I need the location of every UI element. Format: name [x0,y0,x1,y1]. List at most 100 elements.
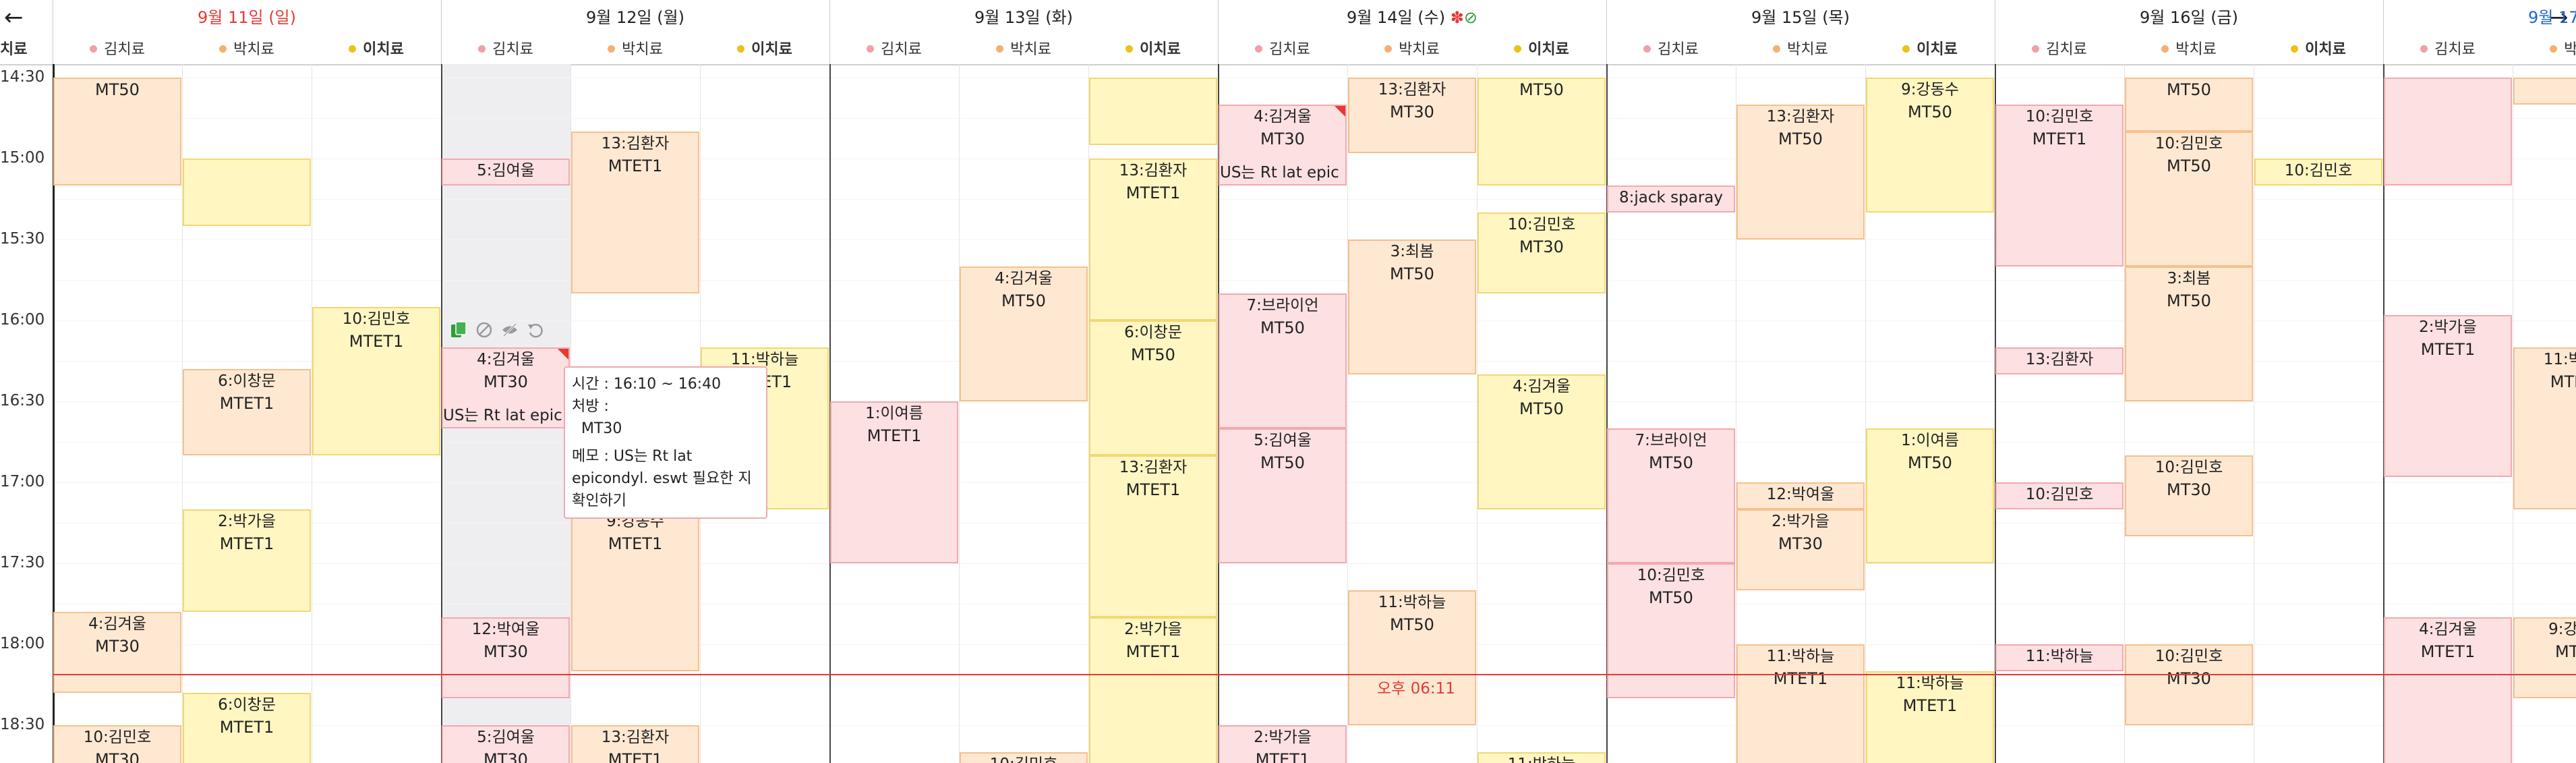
appointment-block[interactable]: 7:브라이언 MT50 [1607,428,1735,563]
appointment-block[interactable]: 2:박가을 MTET1 [183,509,311,612]
appointment-block[interactable]: 6:이창문 MT50 [1089,320,1217,455]
day-title-5[interactable]: 9월 15일 (목) [1606,0,1995,35]
appointment-block[interactable]: 3:최봄 MT50 [1348,239,1476,374]
appointment-block[interactable]: 13:김환자 MTET1 [571,725,699,763]
appointment-block[interactable]: 10:김민호 [2254,159,2382,186]
appointment-block[interactable]: 10:김민호 MTET1 [1995,105,2124,266]
resource-header-2[interactable]: 박치료 [2513,35,2576,64]
appointment-block[interactable]: 6:이창문 MTET1 [183,369,311,455]
appointment-block[interactable]: 3:최봄 MT50 [2125,266,2253,401]
resource-header-1[interactable]: 김치료 [1995,35,2124,64]
appointment-block[interactable]: 11:박하늘 MTET1 [2513,347,2576,509]
appointment-block[interactable]: 4:김겨울 MT30 US는 Rt lat epic [1219,105,1347,186]
day-title-1[interactable]: 9월 11일 (일) [53,0,441,35]
appointment-block[interactable]: 5:김여울 [442,159,570,186]
resource-header-1[interactable]: 김치료 [53,35,182,64]
appointment-block[interactable]: 12:박여울 MT30 [442,617,570,698]
appointment-block[interactable]: 10:김민호 MTET1 [312,307,440,455]
appointment-block[interactable] [1089,78,1217,145]
appointment-block[interactable]: 4:김겨울 MT50 [960,266,1088,401]
appointment-block[interactable] [2513,78,2576,105]
resource-header-2[interactable]: 박치료 [1347,35,1477,64]
appointment-block[interactable]: 9:강동수 MT30 [2513,617,2576,698]
day-title-3[interactable]: 9월 13일 (화) [829,0,1218,35]
hide-icon[interactable] [500,320,519,339]
appointment-block[interactable]: 11:박하늘 [1995,644,2124,671]
appointment-treatment-code: MTET1 [2420,642,2476,661]
appointment-block[interactable]: 13:김환자 MTET1 [1089,159,1217,320]
block-icon[interactable] [475,320,494,339]
undo-icon[interactable] [526,320,545,339]
day-title-2[interactable]: 9월 12일 (월) [441,0,829,35]
appointment-treatment-code: MT30 [1778,534,1823,553]
appointment-block[interactable]: 10:김민호 MT50 [2125,132,2253,266]
appointment-block[interactable]: 4:김겨울 MT50 [1477,374,1606,509]
appointment-block[interactable]: 10:김민호 MT30 [2125,644,2253,725]
appointment-block[interactable]: 4:김겨울 MT30 US는 Rt lat epic [442,347,570,428]
appointment-block[interactable] [183,159,311,226]
resource-header-3[interactable]: 이치료 [1865,35,1995,64]
appointment-block[interactable]: 10:김민호 MT50 [1607,563,1735,698]
appointment-block[interactable]: 8:jack sparay [1607,186,1735,213]
day-title-4[interactable]: 9월 14일 (수) ✽⊘ [1218,0,1606,35]
resource-header-1[interactable]: 김치료 [1606,35,1736,64]
calendar-grid[interactable]: 14:30 15:00 15:30 16:00 16:30 17:00 17:30 18:00… [0,64,2576,763]
appointment-block[interactable]: 13:김환자 [1995,347,2124,374]
appointment-block[interactable]: 10:김민호 MT30 [53,725,181,763]
resource-header-3[interactable]: 이치료 [2254,35,2383,64]
appointment-block[interactable]: MT50 [1477,78,1606,186]
day-title-6[interactable]: 9월 16일 (금) [1995,0,2383,35]
appointment-block[interactable]: 5:김여울 MT50 [1219,428,1347,563]
appointment-block[interactable]: 10:김민호 MT30 [1477,213,1606,293]
resource-header-1[interactable]: 김치료 [829,35,959,64]
appointment-patient: 6:이창문 [218,696,276,714]
appointment-block[interactable]: 2:박가을 MTET1 [1089,617,1217,763]
appointment-block[interactable]: 1:이여름 MTET1 [830,401,958,563]
appointment-block[interactable]: 13:김환자 MT50 [1736,105,1865,239]
appointment-block[interactable]: 13:김환자 MTET1 [571,132,699,293]
copy-icon[interactable] [449,320,468,339]
appointment-block[interactable]: 10:김민호 [960,752,1088,763]
day-title-text: 9월 17일 (토) [2527,8,2576,27]
resource-header-3[interactable]: 이치료 [1088,35,1218,64]
resource-header-2[interactable]: 박치료 [570,35,700,64]
resource-header-3[interactable]: 이치료 [1477,35,1606,64]
appointment-block[interactable]: 2:박가을 MTET1 [2384,315,2512,477]
appointment-block[interactable]: 11:박하늘 [1477,752,1606,763]
resource-header-1[interactable]: 김치료 [2383,35,2513,64]
appointment-block[interactable]: 13:김환자 MT30 [1348,78,1476,153]
prev-week-arrow-icon[interactable]: ← [4,4,24,31]
appointment-block[interactable] [2384,78,2512,186]
appointment-block[interactable]: 2:박가을 MT30 [1736,509,1865,590]
appointment-block[interactable]: MT50 [2125,78,2253,132]
appointment-block[interactable]: 5:김여울 MT30 [442,725,570,763]
appointment-block[interactable]: 10:김민호 [1995,482,2124,509]
column-divider [1347,64,1348,763]
appointment-block[interactable]: MT50 [53,78,181,186]
appointment-block[interactable]: 13:김환자 MTET1 [1089,455,1217,617]
appointment-block[interactable]: 4:김겨울 MTET1 [2384,617,2512,763]
appointment-block[interactable]: 11:박하늘 MT50 [1348,590,1476,725]
appointment-block[interactable]: 9:강동수 MT50 [1866,78,1994,213]
day-title-7[interactable]: 9월 17일 (토) [2383,0,2576,35]
resource-header-2[interactable]: 박치료 [182,35,312,64]
appointment-block[interactable]: 12:박여울 [1736,482,1865,509]
appointment-block[interactable]: 4:김겨울 MT30 [53,612,181,693]
resource-header-2[interactable]: 박치료 [959,35,1088,64]
resource-header-2[interactable]: 박치료 [1736,35,1865,64]
next-week-arrow-icon[interactable]: → [2549,4,2569,31]
resource-header-3[interactable]: 이치료 [312,35,441,64]
resource-header-2[interactable]: 박치료 [2124,35,2254,64]
appointment-block[interactable]: 6:이창문 MTET1 [183,693,311,763]
resource-header-3[interactable]: 이치료 [700,35,829,64]
appointment-treatment-code: MT50 [1001,291,1046,310]
resource-header-1[interactable]: 김치료 [441,35,570,64]
appointment-block[interactable]: 10:김민호 MT30 [2125,455,2253,536]
appointment-block[interactable]: 2:박가을 MTET1 [1219,725,1347,763]
appointment-block[interactable]: 9:강동수 MTET1 [571,509,699,671]
appointment-block[interactable]: 1:이여름 MT50 [1866,428,1994,563]
resource-header-1[interactable]: 김치료 [1218,35,1347,64]
appointment-block[interactable]: 11:박하늘 MTET1 [1736,644,1865,763]
appointment-block[interactable]: 7:브라이언 MT50 [1219,293,1347,428]
appointment-block[interactable]: 11:박하늘 MTET1 [1866,671,1994,763]
